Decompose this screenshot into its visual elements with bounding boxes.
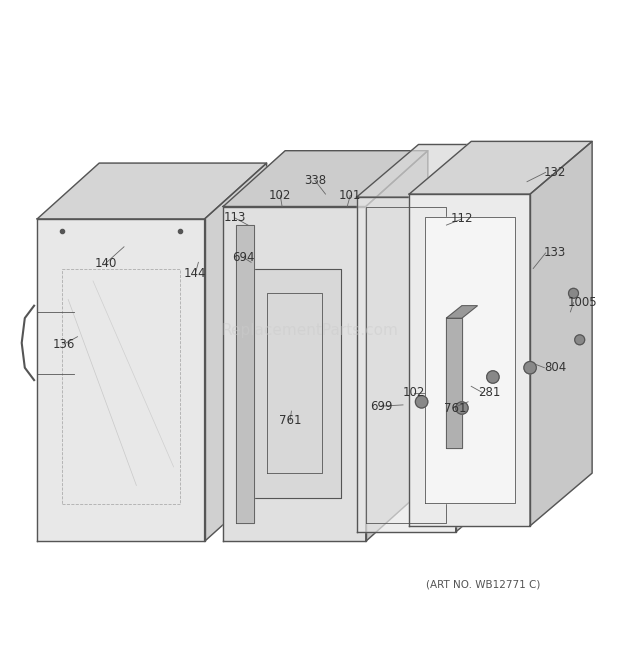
Polygon shape — [530, 141, 592, 525]
Polygon shape — [37, 163, 267, 219]
Text: 112: 112 — [451, 212, 473, 225]
Text: 694: 694 — [232, 251, 254, 264]
Polygon shape — [205, 163, 267, 541]
Text: 1005: 1005 — [568, 296, 598, 309]
Circle shape — [487, 371, 499, 383]
Text: 133: 133 — [544, 247, 566, 260]
Text: 281: 281 — [479, 386, 501, 399]
Polygon shape — [456, 145, 518, 532]
Polygon shape — [356, 145, 518, 197]
Text: 113: 113 — [223, 211, 246, 224]
Polygon shape — [446, 318, 462, 448]
Text: 140: 140 — [94, 257, 117, 270]
Polygon shape — [223, 206, 366, 541]
Circle shape — [575, 335, 585, 345]
Text: 101: 101 — [339, 189, 361, 202]
Text: 102: 102 — [269, 189, 291, 202]
Polygon shape — [37, 219, 205, 541]
Text: 699: 699 — [370, 400, 392, 412]
Polygon shape — [223, 151, 428, 206]
Polygon shape — [366, 151, 428, 541]
Text: 102: 102 — [403, 386, 425, 399]
Text: (ART NO. WB12771 C): (ART NO. WB12771 C) — [427, 580, 541, 590]
Circle shape — [456, 402, 468, 414]
Text: 804: 804 — [544, 361, 566, 374]
Text: 144: 144 — [184, 267, 206, 280]
Circle shape — [415, 395, 428, 408]
Polygon shape — [446, 305, 477, 318]
Polygon shape — [248, 268, 341, 498]
Polygon shape — [409, 141, 592, 194]
Polygon shape — [425, 217, 515, 502]
Text: 136: 136 — [53, 338, 75, 350]
Text: 761: 761 — [445, 401, 467, 414]
Text: 132: 132 — [544, 166, 566, 179]
Circle shape — [569, 288, 578, 298]
Polygon shape — [236, 225, 254, 523]
Polygon shape — [409, 194, 530, 525]
Circle shape — [524, 362, 536, 374]
Text: 338: 338 — [304, 174, 326, 187]
Text: 761: 761 — [279, 414, 301, 427]
Polygon shape — [356, 197, 456, 532]
Text: ReplacementParts.com: ReplacementParts.com — [221, 323, 399, 338]
